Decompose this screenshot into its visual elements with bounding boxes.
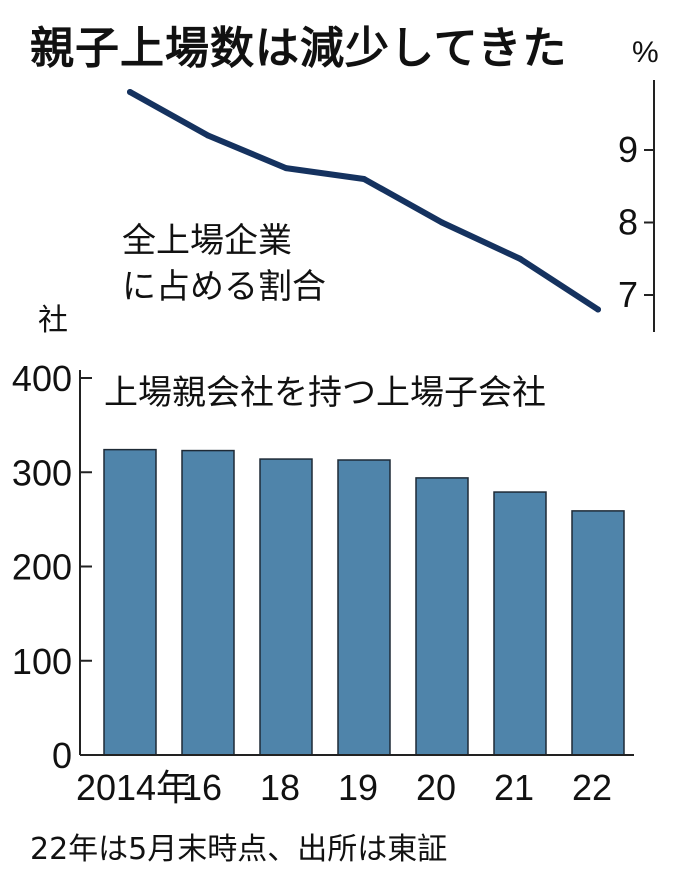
x-tick-label: 2014年 bbox=[76, 767, 192, 808]
footnote: 22年は5月末時点、出所は東証 bbox=[30, 832, 448, 867]
bar-series bbox=[103, 448, 625, 756]
x-tick-label: 21 bbox=[494, 767, 534, 808]
line-points bbox=[127, 89, 601, 313]
bar bbox=[181, 449, 235, 756]
line-label-line: に占める割合 bbox=[122, 267, 326, 307]
bar-tick-label: 100 bbox=[12, 641, 72, 682]
line-point bbox=[517, 255, 523, 262]
line-label-line: 全上場企業 bbox=[122, 221, 292, 261]
line-chart: 7 8 9 % 全上場企業に占める割合 bbox=[122, 36, 659, 332]
bar bbox=[337, 459, 391, 756]
line-point bbox=[283, 165, 289, 172]
line-point bbox=[127, 89, 133, 95]
bar bbox=[259, 458, 313, 756]
line-tick-label: 9 bbox=[618, 129, 638, 170]
x-tick-label: 18 bbox=[260, 767, 300, 808]
x-tick-label: 20 bbox=[416, 767, 456, 808]
bar-tick-label: 0 bbox=[52, 735, 72, 776]
line-chart-ticks: 7 8 9 bbox=[618, 129, 654, 315]
line-point bbox=[595, 306, 601, 313]
bar-tick-label: 400 bbox=[12, 358, 72, 399]
bar bbox=[571, 510, 625, 756]
line-tick-label: 8 bbox=[618, 202, 638, 243]
x-tick-label: 22 bbox=[572, 767, 612, 808]
line-point bbox=[361, 176, 367, 182]
bar-tick-label: 200 bbox=[12, 547, 72, 588]
line-point bbox=[439, 219, 445, 226]
x-tick-label: 19 bbox=[338, 767, 378, 808]
x-tick-label: 16 bbox=[182, 767, 222, 808]
bar bbox=[103, 448, 157, 756]
bar-chart-title: 上場親会社を持つ上場子会社 bbox=[104, 373, 546, 413]
bar-chart-y-ticks: 0 100 200 300 400 bbox=[12, 358, 92, 776]
line-tick-label: 7 bbox=[618, 274, 638, 315]
bar-chart-unit: 社 bbox=[38, 303, 68, 338]
bar-tick-label: 300 bbox=[12, 452, 72, 493]
line-point bbox=[205, 132, 211, 139]
bar bbox=[415, 477, 469, 756]
figure-title: 親子上場数は減少してきた bbox=[30, 23, 568, 74]
line-chart-unit: % bbox=[632, 36, 659, 69]
bar bbox=[493, 491, 547, 756]
line-chart-label: 全上場企業に占める割合 bbox=[122, 221, 326, 307]
